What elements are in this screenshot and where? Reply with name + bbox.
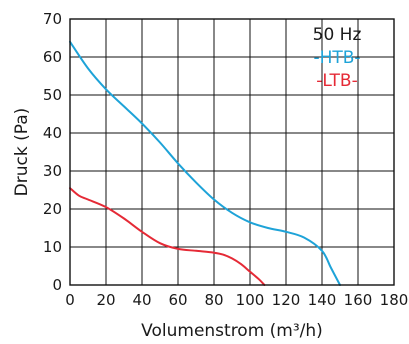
y-tick-label: 0 (52, 276, 62, 294)
x-tick-label: 80 (204, 291, 223, 309)
series-lines (69, 40, 341, 286)
x-tick-label: 100 (236, 291, 265, 309)
y-tick-label: 30 (43, 162, 62, 180)
plot-frame (69, 18, 395, 286)
x-tick-label: 40 (132, 291, 151, 309)
legend-entry-ltb: -LTB- (316, 71, 357, 91)
legend-header: 50 Hz (313, 25, 362, 45)
x-tick-label: 0 (65, 291, 75, 309)
y-tick-label: 10 (43, 238, 62, 256)
x-tick-label: 180 (380, 291, 409, 309)
y-tick-label: 20 (43, 200, 62, 218)
y-tick-label: 60 (43, 48, 62, 66)
x-tick-labels: 0 20 40 60 80 100 120 140 160 180 (65, 291, 408, 309)
x-tick-label: 120 (272, 291, 301, 309)
legend: 50 Hz -HTB- -LTB- (313, 25, 362, 91)
x-tick-label: 60 (168, 291, 187, 309)
y-tick-label: 70 (43, 10, 62, 28)
series-line-ltb (69, 187, 266, 286)
series-line-htb (69, 40, 341, 286)
x-tick-label: 20 (96, 291, 115, 309)
legend-entry-htb: -HTB- (313, 48, 360, 68)
x-tick-label: 160 (344, 291, 373, 309)
x-axis-label: Volumenstrom (m³/h) (141, 321, 323, 341)
y-tick-labels: 0 10 20 30 40 50 60 70 (43, 10, 62, 294)
y-tick-label: 40 (43, 124, 62, 142)
y-tick-label: 50 (43, 86, 62, 104)
y-axis-label: Druck (Pa) (12, 108, 32, 197)
x-tick-label: 140 (308, 291, 337, 309)
